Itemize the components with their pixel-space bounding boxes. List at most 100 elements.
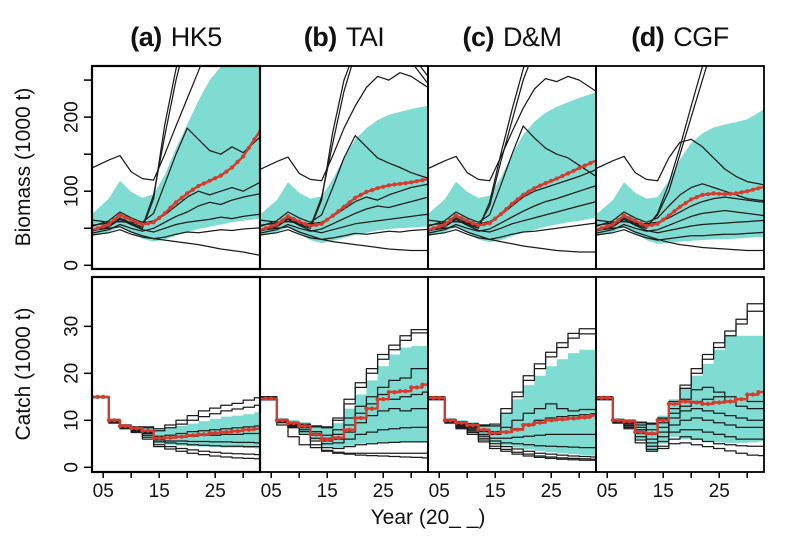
- median-point: [106, 222, 111, 227]
- median-point: [341, 204, 347, 209]
- median-point: [364, 189, 369, 194]
- median-point: [274, 418, 279, 423]
- median-point: [442, 222, 447, 227]
- median-point: [409, 180, 414, 185]
- simulation-run-line: [260, 398, 428, 445]
- panel-title-c: (c) D&M: [463, 22, 562, 53]
- median-point: [750, 392, 755, 397]
- median-point: [481, 222, 487, 227]
- median-point: [560, 173, 565, 179]
- median-point: [504, 430, 509, 435]
- simulation-run-line: [92, 127, 260, 227]
- median-point: [179, 434, 184, 439]
- panel-catch-D&M: [428, 328, 596, 461]
- median-point: [526, 422, 531, 428]
- simulation-run-line: [92, 226, 260, 256]
- median-point: [381, 397, 386, 402]
- x-axis-label: Year (20_ _): [370, 506, 486, 529]
- median-point: [515, 427, 520, 432]
- median-point: [722, 399, 727, 404]
- median-point: [610, 222, 615, 227]
- median-point: [123, 423, 128, 429]
- median-point: [336, 209, 341, 214]
- median-point: [330, 435, 335, 440]
- median-point: [722, 192, 727, 197]
- median-point: [241, 427, 246, 432]
- x-tick-label: 25: [373, 481, 394, 502]
- median-point: [263, 396, 268, 401]
- y-tick-label: 0: [62, 462, 83, 473]
- median-point: [173, 200, 179, 205]
- median-point: [582, 415, 587, 420]
- median-point: [610, 418, 615, 423]
- median-point: [745, 189, 750, 194]
- median-point: [196, 432, 201, 437]
- median-point: [392, 390, 397, 395]
- median-point: [269, 224, 274, 229]
- median-point: [207, 430, 212, 436]
- y-tick-label: 0: [62, 260, 83, 271]
- median-point: [689, 400, 694, 405]
- median-point: [241, 154, 246, 159]
- simulation-run-line: [428, 226, 596, 253]
- median-point: [409, 385, 414, 390]
- median-point: [162, 435, 167, 440]
- median-point: [465, 218, 470, 223]
- x-tick-label: 15: [317, 481, 338, 502]
- median-point: [302, 221, 307, 226]
- median-point: [498, 212, 503, 217]
- median-point: [521, 192, 526, 197]
- median-point: [677, 399, 683, 404]
- median-point: [280, 418, 285, 423]
- simulation-run-line: [428, 125, 596, 227]
- x-tick-label: 05: [261, 481, 282, 502]
- y-tick-label: 10: [62, 410, 83, 431]
- median-point: [582, 163, 587, 168]
- median-point: [437, 224, 442, 229]
- simulation-run-line: [260, 398, 428, 454]
- median-point: [750, 187, 755, 192]
- simulation-run-line: [428, 169, 596, 225]
- median-point: [459, 420, 464, 425]
- simulation-run-line: [596, 138, 764, 186]
- median-point: [179, 195, 184, 200]
- median-point: [397, 389, 403, 394]
- simulation-run-line: [260, 398, 428, 459]
- median-point: [252, 137, 257, 142]
- median-point: [190, 187, 195, 192]
- simulation-run-line: [596, 398, 764, 451]
- median-point: [201, 181, 207, 186]
- median-point: [554, 417, 559, 422]
- median-point: [213, 430, 218, 436]
- x-tick-label: 15: [485, 481, 506, 502]
- median-point: [168, 435, 173, 440]
- median-point: [509, 201, 515, 206]
- median-point: [588, 413, 593, 418]
- y-tick-label: 200: [62, 101, 83, 133]
- panel-biomass-CGF: [596, 66, 764, 252]
- median-point: [420, 382, 425, 387]
- median-point: [364, 406, 369, 411]
- median-point: [728, 399, 733, 404]
- simulation-run-line: [260, 183, 428, 225]
- median-point: [532, 420, 537, 425]
- median-point: [325, 217, 330, 222]
- simulation-run-line: [260, 134, 428, 227]
- x-tick-label: 05: [93, 481, 114, 502]
- median-point: [571, 416, 576, 421]
- median-point: [414, 179, 419, 184]
- median-point: [633, 430, 638, 435]
- median-point: [196, 183, 201, 189]
- median-point: [705, 401, 711, 406]
- median-point: [621, 213, 627, 218]
- median-point: [549, 178, 554, 183]
- median-point: [565, 171, 571, 176]
- median-point: [616, 418, 621, 423]
- median-point: [201, 432, 207, 437]
- median-point: [224, 430, 229, 435]
- median-point: [577, 166, 582, 171]
- simulation-run-line: [428, 75, 596, 182]
- simulation-run-line: [428, 398, 596, 458]
- median-point: [140, 222, 145, 227]
